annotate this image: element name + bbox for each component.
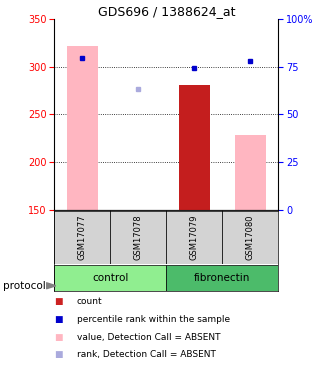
Text: ■: ■ <box>54 315 63 324</box>
Text: value, Detection Call = ABSENT: value, Detection Call = ABSENT <box>77 333 220 342</box>
Bar <box>166 210 222 264</box>
Text: ■: ■ <box>54 333 63 342</box>
Text: GSM17078: GSM17078 <box>134 214 143 260</box>
Text: GSM17080: GSM17080 <box>246 214 255 260</box>
Bar <box>54 265 166 291</box>
Text: fibronectin: fibronectin <box>194 273 251 283</box>
Bar <box>222 210 278 264</box>
Bar <box>179 85 210 210</box>
Bar <box>235 135 266 210</box>
Text: percentile rank within the sample: percentile rank within the sample <box>77 315 230 324</box>
Bar <box>110 210 166 264</box>
Text: ■: ■ <box>54 350 63 359</box>
Title: GDS696 / 1388624_at: GDS696 / 1388624_at <box>98 4 235 18</box>
Text: GSM17077: GSM17077 <box>78 214 87 260</box>
Bar <box>67 45 98 210</box>
Text: rank, Detection Call = ABSENT: rank, Detection Call = ABSENT <box>77 350 216 359</box>
Text: control: control <box>92 273 129 283</box>
Text: ■: ■ <box>54 297 63 306</box>
Bar <box>166 265 278 291</box>
Text: GSM17079: GSM17079 <box>190 214 199 260</box>
Bar <box>54 210 110 264</box>
Text: count: count <box>77 297 102 306</box>
Text: protocol: protocol <box>3 281 46 291</box>
Polygon shape <box>46 283 56 289</box>
